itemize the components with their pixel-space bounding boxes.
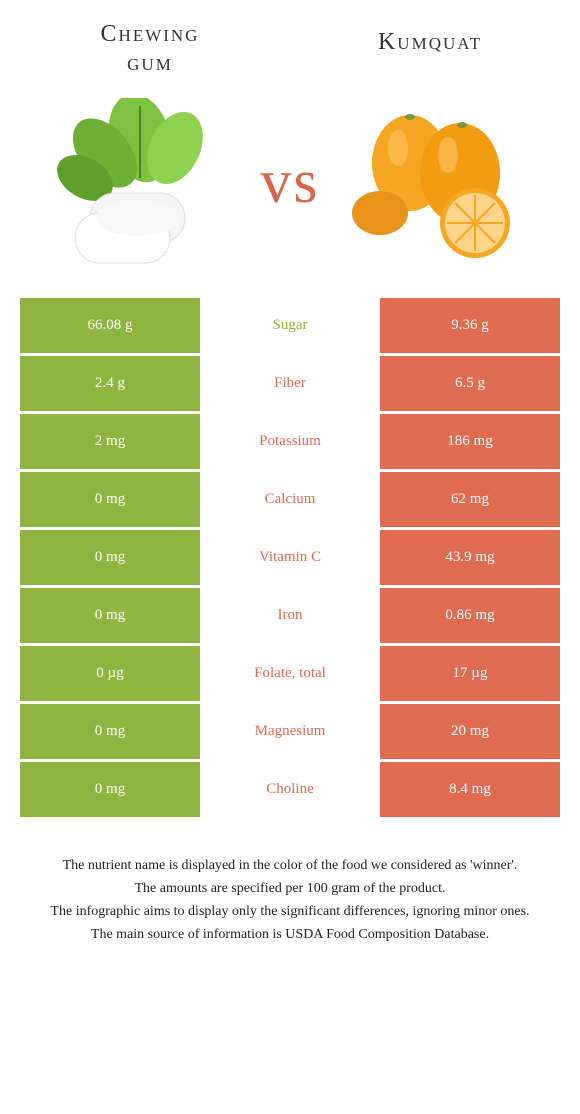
cell-label: Iron: [200, 588, 380, 643]
cell-right: 9.36 g: [380, 298, 560, 353]
footer-line4: The main source of information is USDA F…: [30, 924, 550, 945]
cell-label: Folate, total: [200, 646, 380, 701]
cell-right: 43.9 mg: [380, 530, 560, 585]
image-left: [40, 98, 250, 268]
table-row: 2.4 gFiber6.5 g: [20, 356, 560, 414]
footer-line3: The infographic aims to display only the…: [30, 901, 550, 922]
cell-label: Sugar: [200, 298, 380, 353]
cell-left: 2.4 g: [20, 356, 200, 411]
cell-left: 66.08 g: [20, 298, 200, 353]
vs-label: vs: [260, 147, 319, 218]
title-left: Chewing gum: [50, 20, 250, 78]
cell-right: 8.4 mg: [380, 762, 560, 817]
cell-right: 186 mg: [380, 414, 560, 469]
cell-right: 20 mg: [380, 704, 560, 759]
cell-label: Potassium: [200, 414, 380, 469]
cell-label: Calcium: [200, 472, 380, 527]
cell-left: 0 µg: [20, 646, 200, 701]
image-row: vs: [20, 98, 560, 268]
cell-left: 0 mg: [20, 472, 200, 527]
cell-right: 6.5 g: [380, 356, 560, 411]
table-row: 0 mgMagnesium20 mg: [20, 704, 560, 762]
cell-right: 0.86 mg: [380, 588, 560, 643]
table-row: 0 mgCholine8.4 mg: [20, 762, 560, 820]
cell-label: Vitamin C: [200, 530, 380, 585]
table-row: 0 mgCalcium62 mg: [20, 472, 560, 530]
cell-label: Magnesium: [200, 704, 380, 759]
gum-icon: [40, 98, 250, 268]
cell-left: 0 mg: [20, 704, 200, 759]
cell-left: 0 mg: [20, 762, 200, 817]
cell-right: 17 µg: [380, 646, 560, 701]
title-left-line1: Chewing: [50, 20, 250, 49]
header: Chewing gum Kumquat: [20, 20, 560, 78]
cell-right: 62 mg: [380, 472, 560, 527]
footer: The nutrient name is displayed in the co…: [20, 855, 560, 945]
comparison-table: 66.08 gSugar9.36 g2.4 gFiber6.5 g2 mgPot…: [20, 298, 560, 820]
cell-left: 2 mg: [20, 414, 200, 469]
table-row: 66.08 gSugar9.36 g: [20, 298, 560, 356]
cell-label: Choline: [200, 762, 380, 817]
cell-left: 0 mg: [20, 530, 200, 585]
footer-line1: The nutrient name is displayed in the co…: [30, 855, 550, 876]
table-row: 2 mgPotassium186 mg: [20, 414, 560, 472]
cell-left: 0 mg: [20, 588, 200, 643]
table-row: 0 mgVitamin C43.9 mg: [20, 530, 560, 588]
footer-line2: The amounts are specified per 100 gram o…: [30, 878, 550, 899]
image-right: [330, 98, 540, 268]
table-row: 0 mgIron0.86 mg: [20, 588, 560, 646]
table-row: 0 µgFolate, total17 µg: [20, 646, 560, 704]
kumquat-icon: [340, 103, 530, 263]
title-left-line2: gum: [50, 49, 250, 78]
title-right: Kumquat: [330, 28, 530, 57]
cell-label: Fiber: [200, 356, 380, 411]
